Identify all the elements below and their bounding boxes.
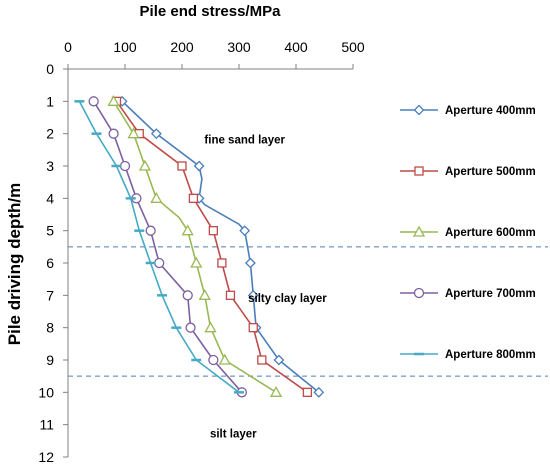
data-point: [273, 354, 285, 366]
x-tick-label: 300: [227, 39, 251, 55]
data-point: [239, 225, 251, 237]
legend-item-aperture-500mm: Aperture 500mm: [400, 166, 536, 178]
series-line: [115, 100, 308, 393]
x-tick-label: 200: [170, 39, 194, 55]
data-point: [138, 159, 152, 171]
data-point: [107, 94, 120, 106]
data-point: [190, 256, 203, 268]
series-aperture-600mm: [107, 94, 283, 397]
data-point: [108, 128, 119, 139]
x-tick-label: 100: [113, 39, 137, 55]
y-tick-label: 6: [46, 255, 54, 271]
legend-label: Aperture 400mm: [445, 105, 536, 117]
data-point: [269, 385, 283, 397]
annotations: fine sand layer silty clay layer silt laye…: [204, 134, 327, 440]
data-point: [88, 96, 99, 107]
data-point: [244, 257, 256, 269]
legend-item-aperture-700mm: Aperture 700mm: [400, 287, 536, 300]
layer-annotation: fine sand layer: [204, 134, 285, 146]
data-point: [150, 191, 163, 203]
data-point: [247, 289, 259, 301]
data-point: [208, 226, 219, 236]
data-point: [185, 322, 196, 333]
data-point: [182, 290, 193, 301]
data-point: [145, 225, 156, 236]
legend: Aperture 400mm Aperture 500mm Aperture 600…: [400, 104, 536, 361]
legend-swatch-marker: [414, 166, 424, 176]
data-point: [313, 386, 325, 398]
legend-item-aperture-600mm: Aperture 600mm: [400, 225, 536, 239]
y-tick-label: 5: [46, 223, 54, 239]
legend-label: Aperture 500mm: [445, 166, 536, 178]
y-tick-label: 2: [46, 126, 54, 142]
legend-label: Aperture 600mm: [445, 227, 536, 239]
series-group: [74, 94, 325, 398]
data-point: [225, 290, 236, 300]
layer-annotation: silt layer: [210, 429, 257, 441]
legend-item-aperture-800mm: Aperture 800mm: [400, 349, 536, 361]
y-tick-label: 1: [46, 93, 54, 109]
reference-lines: [68, 246, 548, 377]
y-tick-label: 7: [46, 287, 54, 303]
x-tick-label: 500: [341, 39, 365, 55]
y-tick-label: 4: [46, 190, 54, 206]
data-point: [188, 193, 199, 203]
series-aperture-700mm: [88, 96, 248, 398]
layer-annotation: silty clay layer: [248, 293, 327, 305]
data-point: [177, 161, 187, 171]
series-aperture-800mm: [74, 100, 244, 394]
data-point: [248, 323, 258, 333]
x-tick-label: 0: [64, 39, 72, 55]
data-point: [127, 127, 140, 139]
legend-swatch-marker: [413, 287, 425, 299]
data-point: [181, 224, 194, 236]
data-point: [198, 288, 211, 300]
legend-label: Aperture 800mm: [445, 349, 536, 361]
data-point: [257, 355, 267, 365]
series-aperture-400mm: [116, 95, 325, 398]
chart-title: Pile end stress/MPa: [140, 3, 282, 20]
series-line: [78, 100, 240, 393]
y-tick-label: 0: [46, 61, 54, 77]
data-point: [204, 321, 217, 333]
legend-item-aperture-400mm: Aperture 400mm: [400, 104, 536, 117]
y-tick-label: 9: [46, 352, 54, 368]
data-point: [302, 387, 313, 397]
y-tick-label: 10: [38, 384, 54, 400]
y-tick-label: 8: [46, 320, 54, 336]
legend-label: Aperture 700mm: [445, 288, 536, 300]
data-point: [218, 353, 231, 365]
data-point: [150, 128, 162, 140]
y-axis-label: Pile driving depth/m: [5, 183, 24, 345]
x-tick-label: 400: [284, 39, 308, 55]
y-tick-label: 11: [39, 417, 54, 433]
y-tick-label: 12: [38, 449, 54, 465]
data-point: [154, 257, 165, 269]
data-point: [208, 354, 219, 366]
legend-swatch-marker: [412, 225, 426, 237]
series-line: [93, 100, 243, 393]
data-point: [193, 160, 205, 172]
data-point: [119, 160, 131, 172]
y-tick-label: 3: [46, 158, 54, 174]
data-point: [217, 258, 227, 268]
legend-swatch-marker: [413, 104, 425, 116]
